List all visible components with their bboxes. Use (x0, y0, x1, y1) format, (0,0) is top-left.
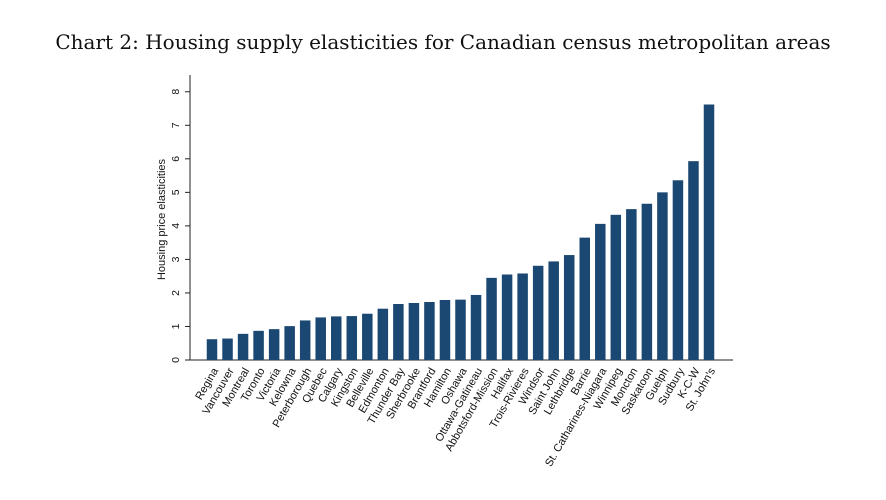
bar (362, 313, 373, 360)
bar (331, 316, 342, 360)
bar (222, 338, 233, 360)
bar (470, 294, 482, 360)
bar (424, 301, 435, 360)
bar (688, 161, 699, 360)
chart-title: Chart 2: Housing supply elasticities for… (55, 30, 831, 54)
bar (517, 273, 528, 360)
bar (206, 339, 218, 360)
bar (641, 203, 653, 360)
bar (315, 317, 326, 360)
bar (346, 316, 358, 360)
bar (455, 299, 466, 360)
y-axis-label: Housing price elasticities (156, 158, 168, 280)
bar (610, 214, 622, 360)
category-labels: ReginaVancouverMontrealTorontoVictoriaKe… (193, 365, 718, 469)
bar (439, 299, 451, 360)
bar (532, 265, 544, 360)
y-tick-label: 5 (170, 189, 182, 195)
bar (237, 333, 249, 360)
bar (501, 274, 513, 360)
bar (595, 223, 606, 360)
y-tick-label: 2 (170, 290, 182, 296)
y-tick-label: 0 (170, 357, 182, 363)
bar (393, 304, 404, 360)
bar (703, 104, 715, 360)
bar (486, 277, 497, 360)
y-tick-label: 3 (170, 256, 182, 262)
bar (579, 237, 590, 360)
y-axis: 0 1 2 3 4 5 6 7 8 (170, 75, 191, 363)
bar (408, 303, 420, 360)
y-tick-label: 4 (170, 223, 182, 229)
bar (284, 326, 295, 360)
bars (206, 104, 715, 360)
bar (626, 209, 637, 360)
bar (377, 308, 389, 360)
bar (657, 192, 668, 360)
bar (268, 329, 280, 360)
bar (299, 320, 311, 360)
bar (672, 180, 684, 360)
y-tick-label: 1 (170, 323, 182, 329)
bar (563, 255, 575, 360)
bar (548, 261, 559, 360)
y-tick-label: 6 (170, 156, 182, 162)
y-tick-label: 8 (170, 89, 182, 95)
bar (253, 330, 264, 360)
y-tick-label: 7 (170, 122, 182, 128)
